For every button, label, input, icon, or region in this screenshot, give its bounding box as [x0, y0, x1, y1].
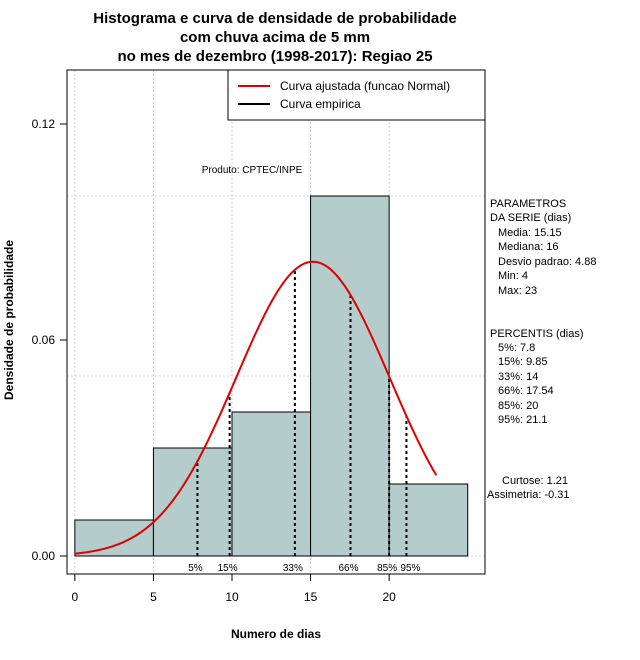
- percentile-label: 66%: [338, 563, 358, 574]
- x-tick-label: 15: [304, 590, 318, 604]
- title-line-1: Histograma e curva de densidade de proba…: [93, 10, 456, 27]
- param-mediana: Mediana: 16: [498, 241, 559, 253]
- percentile-label: 85%: [377, 563, 397, 574]
- percentil-33: 33%: 14: [498, 371, 538, 383]
- histogram-bar: [74, 519, 154, 557]
- percentil-85: 85%: 20: [498, 400, 538, 412]
- stats-panel: PARAMETROS DA SERIE (dias) Media: 15.15 …: [487, 198, 596, 501]
- legend: Curva ajustada (funcao Normal) Curva emp…: [227, 69, 486, 121]
- x-axis: 0 5 10 15 20: [72, 573, 396, 604]
- param-desvio: Desvio padrao: 4.88: [498, 256, 596, 268]
- param-media: Media: 15.15: [498, 227, 562, 239]
- x-axis-label: Numero de dias: [231, 627, 321, 641]
- x-tick-label: 5: [150, 590, 157, 604]
- percentile-label: 5%: [188, 563, 203, 574]
- normal-curve: [74, 260, 438, 555]
- y-axis: 0.00 0.06 0.12: [32, 117, 68, 563]
- percentile-labels: 5% 15% 33% 66% 85% 95%: [188, 563, 420, 574]
- percentis-header: PERCENTIS (dias): [490, 328, 584, 340]
- param-min: Min: 4: [498, 270, 528, 282]
- histogram-bar: [152, 447, 233, 557]
- title-line-2: com chuva acima de 5 mm: [180, 29, 370, 46]
- y-axis-label: Densidade de probabilidade: [2, 240, 16, 400]
- y-tick-label: 0.12: [32, 117, 56, 131]
- percentile-label: 15%: [218, 563, 238, 574]
- percentile-lines: [196, 269, 408, 556]
- title-line-3: no mes de dezembro (1998-2017): Regiao 2…: [117, 48, 432, 65]
- product-annotation: Produto: CPTEC/INPE: [202, 165, 303, 176]
- legend-label-fitted: Curva ajustada (funcao Normal): [280, 79, 450, 93]
- assimetria: Assimetria: -0.31: [487, 489, 570, 501]
- params-header-1: PARAMETROS: [490, 198, 566, 210]
- legend-box: [227, 69, 486, 121]
- y-tick-label: 0.06: [32, 333, 56, 347]
- x-tick-label: 0: [72, 590, 79, 604]
- percentil-15: 15%: 9.85: [498, 356, 548, 368]
- histogram-bar: [388, 483, 469, 557]
- percentil-5: 5%: 7.8: [498, 342, 535, 354]
- percentil-95: 95%: 21.1: [498, 414, 548, 426]
- chart-title: Histograma e curva de densidade de proba…: [93, 10, 456, 65]
- curtose: Curtose: 1.21: [502, 475, 568, 487]
- histogram-bar: [231, 411, 312, 557]
- percentile-label: 33%: [283, 563, 303, 574]
- y-tick-label: 0.00: [32, 549, 56, 563]
- percentile-label: 95%: [400, 563, 420, 574]
- percentil-66: 66%: 17.54: [498, 385, 554, 397]
- legend-label-empirical: Curva empirica: [280, 97, 361, 111]
- x-tick-label: 20: [382, 590, 396, 604]
- x-tick-label: 10: [225, 590, 239, 604]
- param-max: Max: 23: [498, 285, 537, 297]
- params-header-2: DA SERIE (dias): [490, 212, 571, 224]
